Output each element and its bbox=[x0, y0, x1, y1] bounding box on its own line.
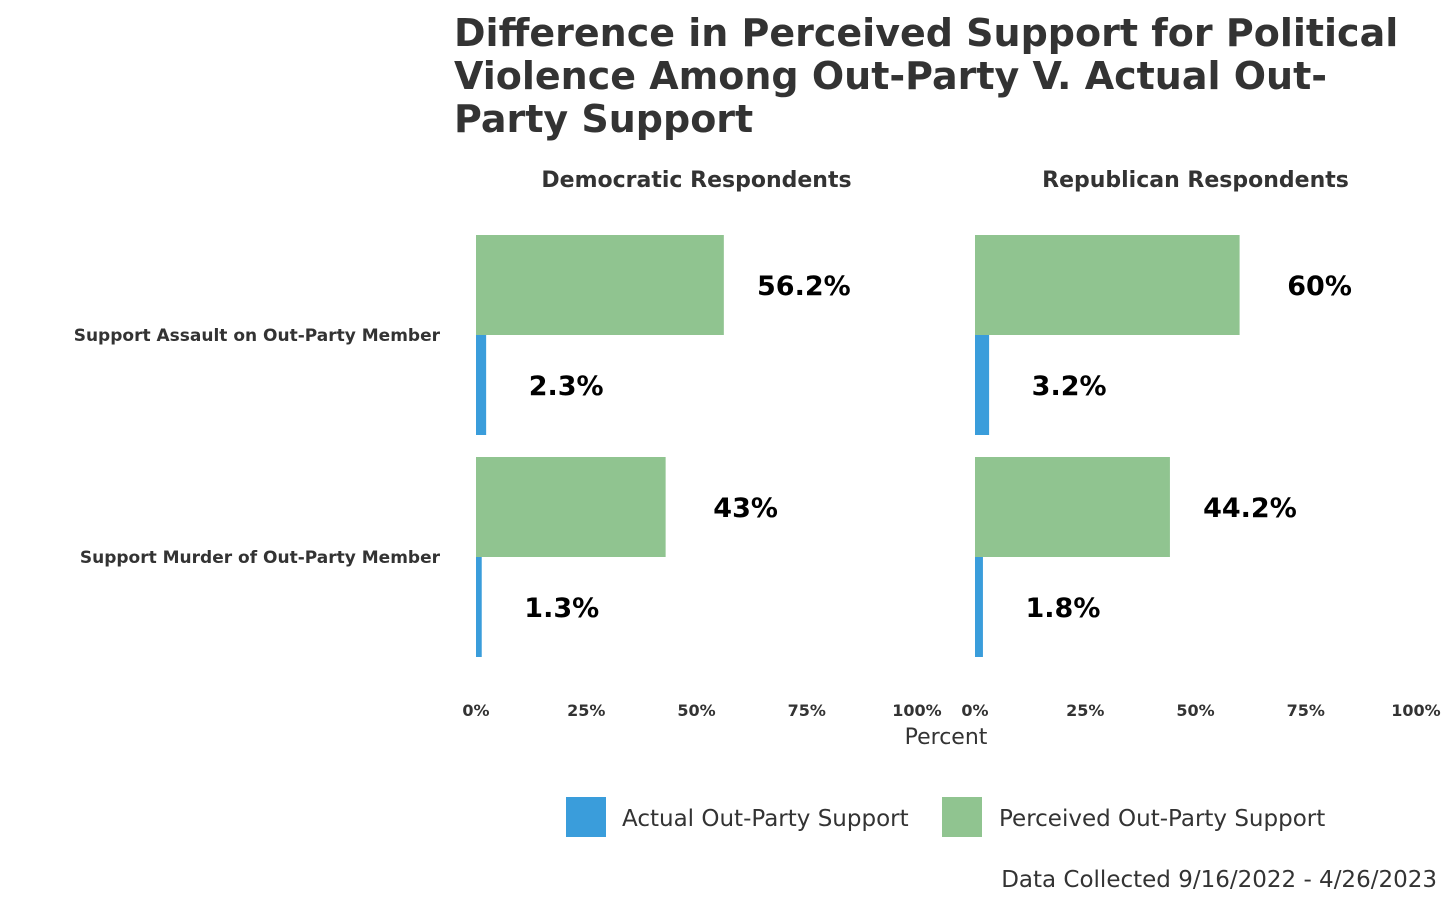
data-label-f0-s0-c1: 43% bbox=[713, 493, 778, 524]
tick-label-f1-1: 25% bbox=[1066, 701, 1104, 720]
x-axis-ticks: 0% 25% 50% 75% 100% 0% 25% 50% 75% 100% bbox=[462, 701, 1440, 720]
bar-f0-s1-c1 bbox=[476, 557, 482, 657]
chart-title: Difference in Perceived Support for Poli… bbox=[454, 11, 1399, 141]
bar-f1-s0-c0 bbox=[975, 235, 1240, 335]
x-axis-title: Percent bbox=[905, 725, 988, 750]
bar-f0-s1-c0 bbox=[476, 335, 487, 435]
facet-title-0: Democratic Respondents bbox=[541, 168, 851, 193]
data-label-f1-s0-c1: 44.2% bbox=[1203, 493, 1297, 524]
legend-label-perceived: Perceived Out-Party Support bbox=[999, 806, 1325, 832]
data-label-f0-s1-c1: 1.3% bbox=[524, 593, 599, 624]
facet-titles: Democratic Respondents Republican Respond… bbox=[541, 168, 1348, 193]
bar-f1-s1-c1 bbox=[975, 557, 983, 657]
data-labels: 56.2% 43% 2.3% 1.3% 60% 44.2% 3.2% 1.8% bbox=[524, 271, 1352, 624]
category-labels: Support Assault on Out-Party Member Suppo… bbox=[74, 326, 441, 568]
legend-swatch-perceived bbox=[942, 797, 982, 837]
facet-title-1: Republican Respondents bbox=[1042, 168, 1349, 193]
bar-f1-s1-c0 bbox=[975, 335, 990, 435]
tick-label-f0-2: 50% bbox=[677, 701, 715, 720]
data-label-f1-s1-c1: 1.8% bbox=[1025, 593, 1100, 624]
tick-label-f1-2: 50% bbox=[1176, 701, 1214, 720]
data-label-f1-s1-c0: 3.2% bbox=[1032, 371, 1107, 402]
data-label-f0-s0-c0: 56.2% bbox=[757, 271, 851, 302]
tick-label-f1-0: 0% bbox=[961, 701, 988, 720]
legend-swatch-actual bbox=[566, 797, 606, 837]
legend-label-actual: Actual Out-Party Support bbox=[622, 806, 909, 832]
bars bbox=[476, 235, 1240, 657]
tick-label-f0-1: 25% bbox=[567, 701, 605, 720]
tick-label-f0-3: 75% bbox=[788, 701, 826, 720]
data-label-f0-s1-c0: 2.3% bbox=[529, 371, 604, 402]
bar-f0-s0-c1 bbox=[476, 457, 666, 557]
tick-label-f1-3: 75% bbox=[1287, 701, 1325, 720]
category-label-0: Support Assault on Out-Party Member bbox=[74, 326, 441, 346]
tick-label-f0-0: 0% bbox=[462, 701, 489, 720]
data-label-f1-s0-c0: 60% bbox=[1287, 271, 1352, 302]
legend: Actual Out-Party Support Perceived Out-P… bbox=[566, 797, 1325, 837]
bar-f0-s0-c0 bbox=[476, 235, 724, 335]
data-collected-caption: Data Collected 9/16/2022 - 4/26/2023 bbox=[1001, 867, 1437, 893]
category-label-1: Support Murder of Out-Party Member bbox=[80, 548, 441, 568]
tick-label-f1-4: 100% bbox=[1391, 701, 1440, 720]
tick-label-f0-4: 100% bbox=[892, 701, 941, 720]
bar-f1-s0-c1 bbox=[975, 457, 1170, 557]
